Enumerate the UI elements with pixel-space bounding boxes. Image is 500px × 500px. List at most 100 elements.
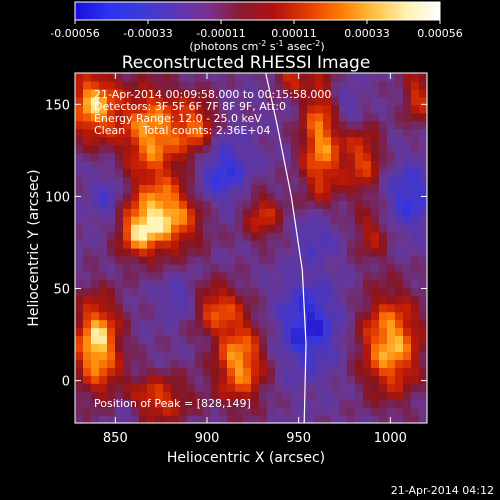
heatmap-cell <box>307 152 316 162</box>
heatmap-cell <box>251 192 260 201</box>
info-overlay: 21-Apr-2014 00:09:58.000 to 00:15:58.000… <box>94 88 331 410</box>
heatmap-cell <box>307 120 316 130</box>
heatmap-cell <box>283 415 292 424</box>
colorbar: -0.00056 -0.00033 -0.00011 0.00011 0.00033 0.… <box>50 1 463 53</box>
heatmap-cell <box>339 303 348 313</box>
heatmap-cell <box>347 367 356 376</box>
heatmap-cell <box>171 319 180 329</box>
heatmap-cell <box>291 88 300 98</box>
heatmap-cell <box>307 271 316 281</box>
heatmap-cell <box>99 375 108 384</box>
heatmap-cell <box>339 279 348 289</box>
heatmap-cell <box>219 112 228 122</box>
heatmap-cell <box>123 80 132 90</box>
heatmap-cell <box>355 415 364 424</box>
heatmap-cell <box>299 383 308 392</box>
heatmap-cell <box>179 168 188 177</box>
heatmap-cell <box>155 152 164 162</box>
heatmap-cell <box>355 104 364 114</box>
heatmap-cell <box>331 73 340 82</box>
heatmap-cell <box>131 343 140 352</box>
heatmap-cell <box>91 399 100 408</box>
heatmap-cell <box>179 399 188 408</box>
heatmap-cell <box>315 335 324 345</box>
heatmap-cell <box>315 375 324 384</box>
heatmap-cell <box>83 216 92 225</box>
heatmap-cell <box>211 343 220 352</box>
heatmap-cell <box>283 367 292 376</box>
heatmap-cell <box>379 120 388 130</box>
heatmap-cell <box>395 224 404 233</box>
heatmap-cell <box>331 327 340 337</box>
heatmap-cell <box>379 200 388 209</box>
heatmap-cell <box>171 104 180 114</box>
heatmap-cell <box>387 216 396 225</box>
heatmap-cell <box>371 128 380 138</box>
heatmap-cell <box>99 415 108 424</box>
heatmap-cell <box>115 128 124 138</box>
heatmap-cell <box>139 80 148 90</box>
heatmap-cell <box>203 152 212 162</box>
heatmap-cell <box>379 295 388 305</box>
heatmap-cell <box>251 415 260 424</box>
heatmap-cell <box>363 104 372 114</box>
heatmap-cell <box>187 80 196 90</box>
heatmap-cell <box>267 391 276 400</box>
heatmap-cell <box>131 327 140 337</box>
heatmap-cell <box>195 208 204 217</box>
heatmap-cell <box>419 224 428 233</box>
heatmap-cell <box>331 295 340 305</box>
heatmap-cell <box>363 335 372 345</box>
heatmap-cell <box>371 279 380 289</box>
heatmap-cell <box>419 168 428 177</box>
heatmap-cell <box>331 216 340 225</box>
heatmap-cell <box>251 359 260 368</box>
heatmap-cell <box>315 136 324 146</box>
heatmap-cell <box>387 383 396 392</box>
heatmap-cell <box>163 248 172 257</box>
heatmap-cell <box>123 255 132 265</box>
heatmap-cell <box>419 73 428 82</box>
heatmap-cell <box>227 287 236 297</box>
heatmap-cell <box>403 255 412 265</box>
heatmap-cell <box>275 73 284 82</box>
heatmap-cell <box>259 407 268 416</box>
heatmap-cell <box>211 192 220 201</box>
heatmap-cell <box>163 184 172 193</box>
heatmap-cell <box>75 168 84 177</box>
heatmap-cell <box>123 192 132 201</box>
heatmap-cell <box>267 248 276 257</box>
heatmap-cell <box>403 343 412 352</box>
heatmap-cell <box>243 232 252 241</box>
heatmap-cell <box>299 168 308 177</box>
heatmap-cell <box>363 184 372 193</box>
heatmap-cell <box>211 120 220 130</box>
heatmap-cell <box>211 88 220 98</box>
heatmap-cell <box>147 216 156 225</box>
heatmap-cell <box>307 80 316 90</box>
heatmap-cell <box>195 367 204 376</box>
heatmap-cell <box>243 287 252 297</box>
heatmap-cell <box>99 303 108 313</box>
heatmap-cell <box>203 287 212 297</box>
heatmap-cell <box>139 208 148 217</box>
heatmap-cell <box>179 96 188 106</box>
heatmap-cell <box>243 351 252 360</box>
heatmap-cell <box>307 335 316 345</box>
heatmap-cell <box>275 255 284 265</box>
heatmap-cell <box>291 407 300 416</box>
heatmap-cell <box>395 359 404 368</box>
heatmap-cell <box>227 152 236 162</box>
heatmap-cell <box>323 160 332 170</box>
heatmap-cell <box>107 73 116 82</box>
heatmap-cell <box>267 287 276 297</box>
heatmap-cell <box>219 391 228 400</box>
heatmap-cell <box>275 224 284 233</box>
heatmap-cell <box>331 232 340 241</box>
heatmap-cell <box>163 255 172 265</box>
heatmap-cell <box>339 208 348 217</box>
heatmap-cell <box>403 88 412 98</box>
heatmap-cell <box>99 343 108 352</box>
heatmap-cell <box>371 303 380 313</box>
